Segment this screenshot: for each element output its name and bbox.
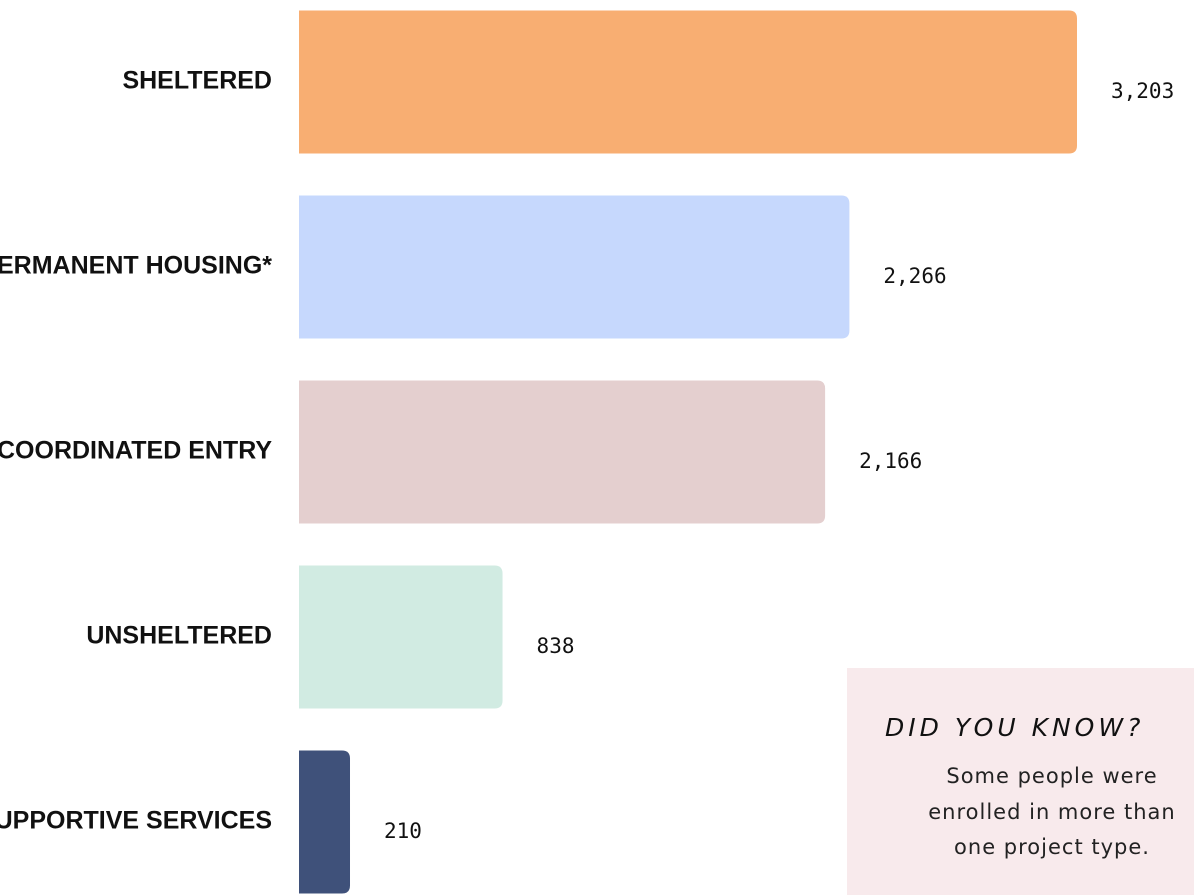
- note-title: DID YOU KNOW?: [885, 713, 1144, 742]
- value-label: 2,166: [859, 449, 922, 473]
- value-label: 838: [537, 634, 575, 658]
- category-label: UNSHELTERED: [86, 622, 272, 650]
- category-label: COORDINATED ENTRY: [0, 437, 272, 465]
- note-line: Some people were: [946, 764, 1157, 788]
- note-box: [847, 668, 1194, 895]
- bar: [299, 10, 1077, 154]
- value-label: 210: [384, 819, 422, 843]
- bar: [299, 380, 826, 524]
- category-label: SHELTERED: [122, 67, 272, 95]
- bar: [299, 195, 850, 339]
- category-label: PERMANENT HOUSING*: [0, 252, 272, 280]
- note-line: enrolled in more than: [928, 800, 1175, 824]
- value-label: 3,203: [1111, 79, 1174, 103]
- note-line: one project type.: [954, 835, 1150, 859]
- bar: [299, 750, 351, 894]
- bar: [299, 565, 503, 709]
- value-label: 2,266: [883, 264, 946, 288]
- category-label: SUPPORTIVE SERVICES: [0, 807, 272, 835]
